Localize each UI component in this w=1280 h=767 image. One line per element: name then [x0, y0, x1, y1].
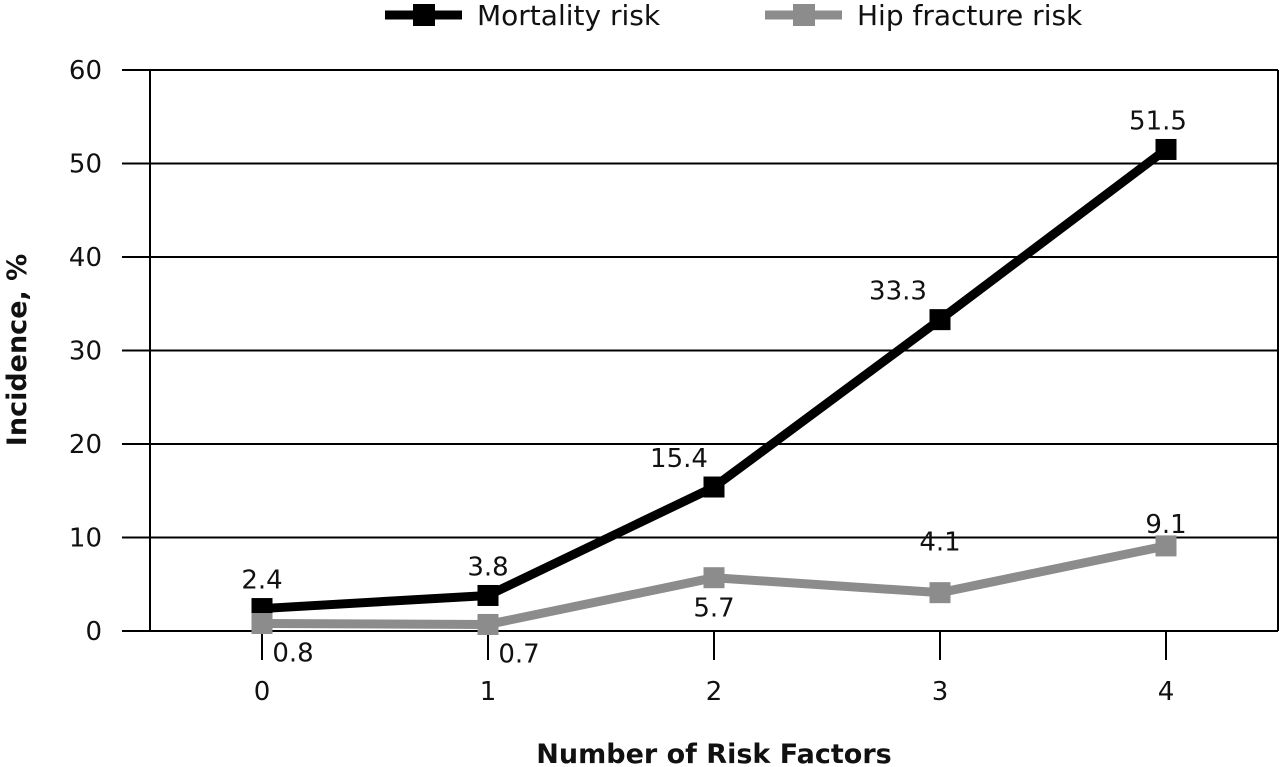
marker-hip-fracture-3: [929, 582, 951, 604]
legend-marker-hip-fracture: [793, 4, 815, 26]
y-axis-title: Incidence, %: [2, 254, 33, 446]
legend-marker-mortality: [413, 4, 435, 26]
marker-hip-fracture-0: [251, 613, 273, 635]
data-labels: 2.4 3.8 15.4 33.3 51.5 0.8 0.7 5.7 4.1 9.1: [241, 106, 1187, 669]
data-label-mortality-1: 3.8: [467, 552, 508, 582]
y-tick-label-50: 50: [69, 150, 102, 180]
marker-mortality-4: [1155, 138, 1177, 160]
data-label-hip-fracture-3: 4.1: [919, 528, 960, 558]
y-tick-label-0: 0: [85, 617, 102, 647]
y-tick-label-20: 20: [69, 430, 102, 460]
data-label-mortality-4: 51.5: [1129, 106, 1187, 136]
data-label-mortality-0: 2.4: [241, 566, 282, 596]
x-tick-label-3: 3: [932, 677, 949, 707]
data-label-hip-fracture-1: 0.7: [498, 639, 539, 669]
marker-mortality-1: [477, 584, 499, 606]
x-tick-label-2: 2: [706, 677, 723, 707]
data-label-hip-fracture-2: 5.7: [693, 594, 734, 624]
y-axis-ticks: 0 10 20 30 40 50 60: [69, 56, 150, 647]
legend: Mortality risk Hip fracture risk: [385, 0, 1083, 32]
series-layer: [251, 138, 1177, 635]
data-label-hip-fracture-0: 0.8: [272, 639, 313, 669]
legend-label-hip-fracture: Hip fracture risk: [857, 0, 1083, 32]
data-label-mortality-2: 15.4: [650, 444, 708, 474]
x-tick-label-4: 4: [1158, 677, 1175, 707]
marker-hip-fracture-4: [1155, 535, 1177, 557]
data-label-hip-fracture-4: 9.1: [1145, 510, 1186, 540]
marker-hip-fracture-2: [703, 567, 725, 589]
marker-hip-fracture-1: [477, 613, 499, 635]
x-tick-label-1: 1: [480, 677, 497, 707]
legend-label-mortality: Mortality risk: [477, 0, 661, 32]
marker-mortality-3: [929, 309, 951, 331]
x-axis-title: Number of Risk Factors: [536, 739, 891, 767]
y-tick-label-10: 10: [69, 524, 102, 554]
y-tick-label-30: 30: [69, 337, 102, 367]
series-line-mortality: [261, 145, 1169, 614]
gridlines: [149, 69, 1279, 632]
y-tick-label-60: 60: [69, 56, 102, 86]
x-tick-label-0: 0: [254, 677, 271, 707]
marker-mortality-2: [703, 476, 725, 498]
y-tick-label-40: 40: [69, 243, 102, 273]
data-label-mortality-3: 33.3: [869, 277, 927, 307]
x-axis-ticks: 0 1 2 3 4: [254, 631, 1175, 707]
